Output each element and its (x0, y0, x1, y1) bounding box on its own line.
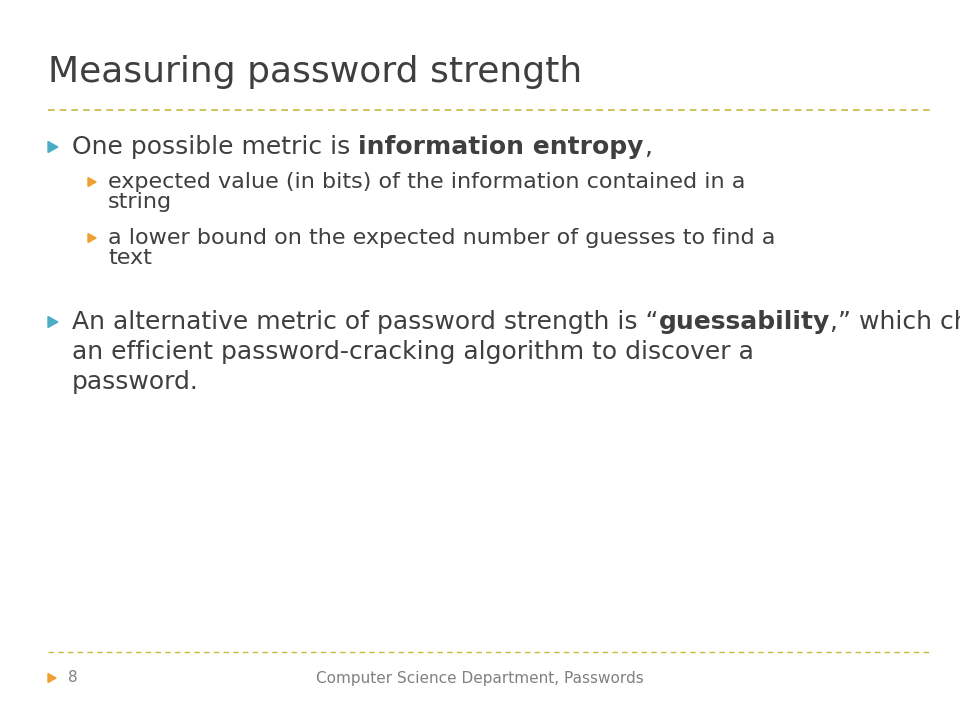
Polygon shape (48, 673, 56, 683)
Text: Computer Science Department, Passwords: Computer Science Department, Passwords (316, 670, 644, 685)
Polygon shape (88, 233, 96, 243)
Text: guessability: guessability (659, 310, 829, 334)
Text: expected value (in bits) of the information contained in a: expected value (in bits) of the informat… (108, 172, 745, 192)
Text: 8: 8 (68, 670, 78, 685)
Text: string: string (108, 192, 172, 212)
Text: Measuring password strength: Measuring password strength (48, 55, 583, 89)
Text: text: text (108, 248, 152, 268)
Text: ,” which characterizes the time needed for: ,” which characterizes the time needed f… (829, 310, 960, 334)
Text: One possible metric is: One possible metric is (72, 135, 358, 159)
Text: An alternative metric of password strength is “: An alternative metric of password streng… (72, 310, 659, 334)
Polygon shape (88, 178, 96, 186)
Text: password.: password. (72, 370, 199, 394)
Text: information entropy: information entropy (358, 135, 643, 159)
Text: a lower bound on the expected number of guesses to find a: a lower bound on the expected number of … (108, 228, 776, 248)
Text: ,: , (643, 135, 652, 159)
Polygon shape (48, 142, 58, 153)
Text: an efficient password-cracking algorithm to discover a: an efficient password-cracking algorithm… (72, 340, 754, 364)
Polygon shape (48, 317, 58, 328)
